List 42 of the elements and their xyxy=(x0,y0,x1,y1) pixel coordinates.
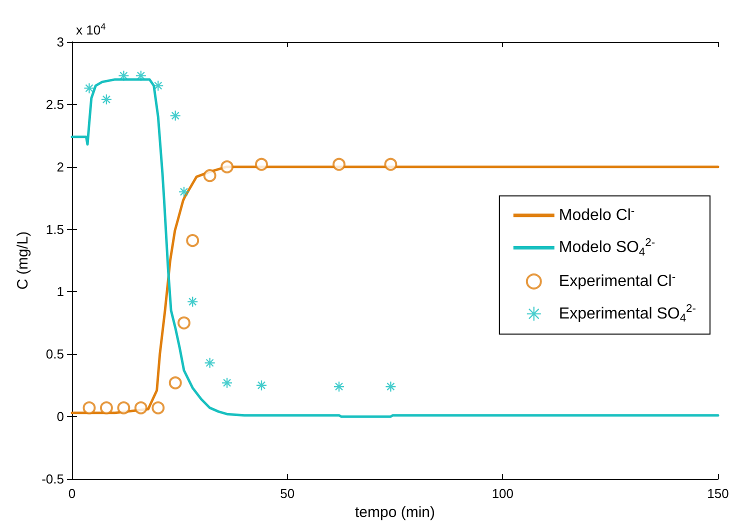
y-tick-label: 1 xyxy=(56,284,64,300)
point xyxy=(118,70,130,82)
point xyxy=(203,169,216,182)
x-tick-label: 100 xyxy=(492,486,514,501)
y-axis-title: C (mg/L) xyxy=(14,231,32,290)
point xyxy=(152,80,164,92)
point xyxy=(385,381,396,392)
point xyxy=(170,110,181,122)
point xyxy=(178,186,190,198)
x-axis-title: tempo (min) xyxy=(354,504,436,521)
x-tick-label: 150 xyxy=(707,486,729,501)
legend-label: Modelo Cl- xyxy=(558,205,635,224)
y-tick-label: 2 xyxy=(56,159,64,174)
point xyxy=(135,70,147,82)
y-tick-label: 2.5 xyxy=(46,96,64,112)
y-tick-label: 3 xyxy=(56,34,64,50)
y-tick-label: 0.5 xyxy=(46,346,64,362)
point xyxy=(186,296,198,308)
point xyxy=(84,82,95,94)
y-tick-label: -0.5 xyxy=(42,472,64,486)
point xyxy=(332,158,346,171)
x-tick-label: 0 xyxy=(68,486,76,501)
point xyxy=(255,158,268,171)
point xyxy=(186,234,200,248)
point xyxy=(204,357,216,368)
y-tick-label: 1.5 xyxy=(46,222,64,237)
point xyxy=(100,401,113,414)
point xyxy=(152,401,165,414)
x-tick-label: 50 xyxy=(280,486,295,501)
point xyxy=(177,316,190,330)
point xyxy=(82,401,96,414)
point xyxy=(134,401,148,414)
point xyxy=(117,401,130,414)
point xyxy=(384,158,398,171)
point xyxy=(220,160,234,174)
point xyxy=(333,381,345,392)
point xyxy=(100,94,112,106)
y-tick-label: 0 xyxy=(56,409,64,424)
point xyxy=(221,377,233,388)
point xyxy=(168,376,182,390)
legend-label: Experimental Cl- xyxy=(558,272,676,290)
point xyxy=(256,380,268,391)
